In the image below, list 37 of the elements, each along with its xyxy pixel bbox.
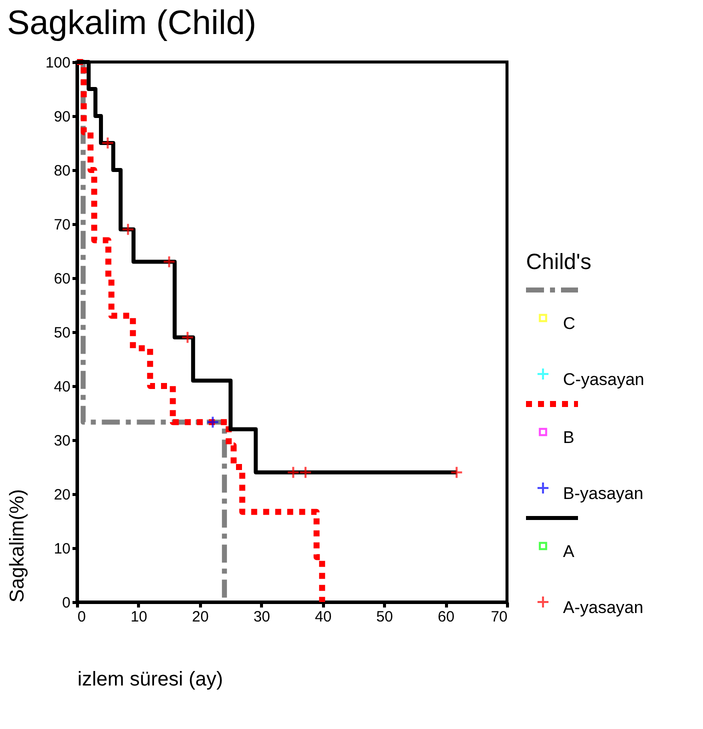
x-tick-label: 60 — [438, 608, 454, 626]
legend-label: C-yasayan — [563, 370, 644, 389]
x-tick-label: 30 — [253, 608, 270, 626]
legend-label: A — [563, 542, 575, 561]
x-tick-label: 0 — [78, 608, 86, 626]
x-tick-label: 40 — [314, 608, 332, 626]
y-tick-label: 30 — [54, 432, 70, 450]
y-tick-label: 60 — [54, 270, 70, 288]
x-tick-label: 10 — [130, 608, 148, 626]
point — [286, 466, 300, 479]
y-tick-label: 50 — [54, 324, 70, 342]
x-axis-title: izlem süresi (ay) — [78, 668, 224, 690]
x-tick-label: 20 — [192, 608, 209, 626]
y-tick-label: 100 — [45, 54, 70, 72]
legend-label: C — [563, 314, 576, 333]
point — [101, 136, 114, 150]
y-axis-title: Sagkalim(%) — [6, 489, 28, 602]
chart-title: Sagkalim (Child) — [6, 4, 256, 42]
point — [450, 466, 464, 479]
x-tick-label: 70 — [490, 608, 508, 626]
legend-title: Child's — [526, 249, 592, 274]
point — [162, 255, 176, 268]
y-tick-label: 90 — [54, 108, 70, 126]
y-tick-label: 70 — [54, 216, 70, 234]
y-tick-label: 80 — [54, 162, 70, 180]
legend-label: A-yasayan — [563, 598, 644, 617]
y-tick-label: 20 — [54, 486, 70, 504]
point — [122, 222, 134, 236]
point — [299, 466, 312, 479]
y-tick-label: 40 — [54, 378, 70, 396]
legend-label: B — [563, 428, 574, 447]
y-tick-label: 0 — [62, 594, 70, 612]
legend-label: B-yasayan — [563, 484, 644, 503]
y-tick-label: 10 — [54, 540, 70, 558]
x-tick-label: 50 — [376, 608, 393, 626]
point — [206, 416, 220, 429]
point — [181, 330, 194, 344]
